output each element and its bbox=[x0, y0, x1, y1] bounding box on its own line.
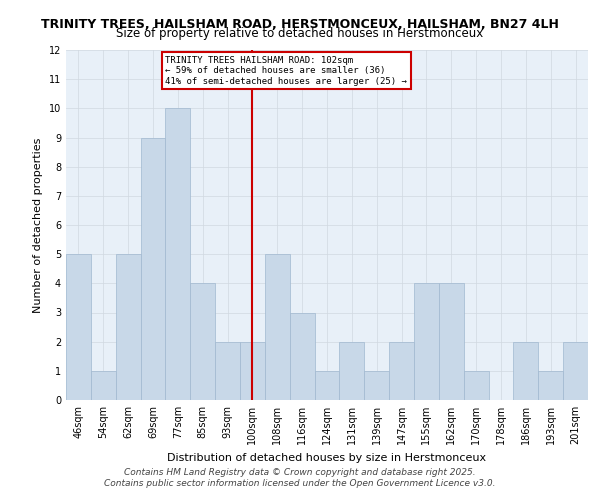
Bar bbox=[364, 371, 389, 400]
Text: TRINITY TREES HAILSHAM ROAD: 102sqm
← 59% of detached houses are smaller (36)
41: TRINITY TREES HAILSHAM ROAD: 102sqm ← 59… bbox=[166, 56, 407, 86]
Bar bbox=[66, 254, 91, 400]
Bar bbox=[314, 371, 340, 400]
Bar bbox=[389, 342, 414, 400]
Bar bbox=[514, 342, 538, 400]
Bar bbox=[563, 342, 588, 400]
Bar bbox=[538, 371, 563, 400]
Bar bbox=[215, 342, 240, 400]
Bar bbox=[340, 342, 364, 400]
Bar bbox=[140, 138, 166, 400]
Bar bbox=[265, 254, 290, 400]
Bar bbox=[190, 284, 215, 400]
Bar bbox=[439, 284, 464, 400]
Y-axis label: Number of detached properties: Number of detached properties bbox=[33, 138, 43, 312]
Bar bbox=[464, 371, 488, 400]
Bar bbox=[116, 254, 140, 400]
Text: Size of property relative to detached houses in Herstmonceux: Size of property relative to detached ho… bbox=[116, 28, 484, 40]
Bar bbox=[166, 108, 190, 400]
Text: Contains HM Land Registry data © Crown copyright and database right 2025.
Contai: Contains HM Land Registry data © Crown c… bbox=[104, 468, 496, 487]
Bar bbox=[91, 371, 116, 400]
Bar bbox=[414, 284, 439, 400]
X-axis label: Distribution of detached houses by size in Herstmonceux: Distribution of detached houses by size … bbox=[167, 452, 487, 462]
Bar bbox=[290, 312, 314, 400]
Text: TRINITY TREES, HAILSHAM ROAD, HERSTMONCEUX, HAILSHAM, BN27 4LH: TRINITY TREES, HAILSHAM ROAD, HERSTMONCE… bbox=[41, 18, 559, 30]
Bar bbox=[240, 342, 265, 400]
